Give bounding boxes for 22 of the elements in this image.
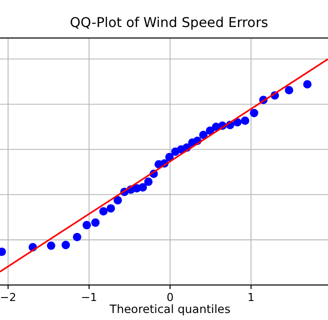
x-tick-label: 0 (166, 291, 174, 304)
point (91, 218, 100, 227)
point (240, 116, 250, 125)
point (284, 86, 294, 94)
x-tick-label: −2 (0, 291, 16, 304)
point (82, 220, 91, 230)
point (165, 152, 174, 162)
point (250, 108, 258, 118)
point (303, 80, 312, 89)
chart-title: QQ-Plot of Wind Speed Errors (70, 15, 268, 31)
point (114, 196, 122, 204)
point (144, 178, 153, 186)
point (72, 232, 82, 242)
point (106, 204, 115, 213)
point (99, 207, 108, 216)
point (46, 241, 56, 250)
point (199, 130, 208, 140)
point (138, 183, 147, 192)
x-axis-title: Theoretical quantiles (108, 302, 230, 316)
x-tick-label: 1 (248, 291, 255, 304)
x-tick-label: −1 (80, 291, 98, 304)
point (62, 240, 70, 250)
